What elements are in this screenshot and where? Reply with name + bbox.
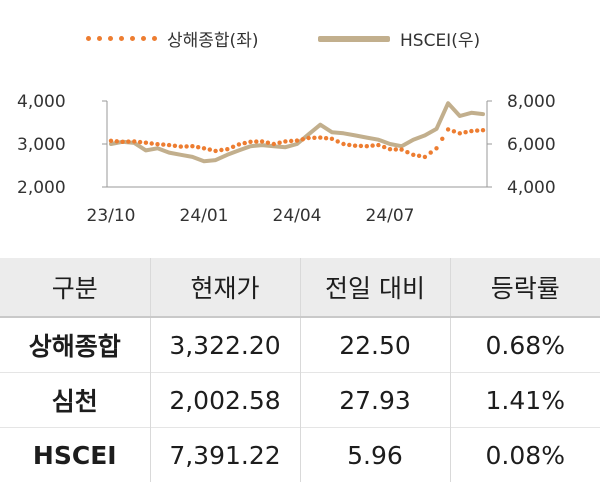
series-point-shanghai <box>394 147 398 151</box>
header-change: 전일 대비 <box>300 258 450 317</box>
series-point-shanghai <box>429 150 433 154</box>
series-point-shanghai <box>277 141 281 145</box>
series-point-shanghai <box>109 139 113 143</box>
series-point-shanghai <box>399 147 403 151</box>
series-point-shanghai <box>289 139 293 143</box>
y-right-tick-label: 4,000 <box>507 178 556 198</box>
series-point-shanghai <box>417 154 421 158</box>
cell-change-rate: 0.08% <box>450 428 600 482</box>
series-point-shanghai <box>219 148 223 152</box>
series-point-shanghai <box>266 141 270 145</box>
series-point-shanghai <box>208 147 212 151</box>
x-tick-label: 24/04 <box>273 206 322 226</box>
series-point-shanghai <box>150 141 154 145</box>
series-point-shanghai <box>120 140 124 144</box>
series-point-shanghai <box>353 144 357 148</box>
series-point-shanghai <box>481 128 485 132</box>
x-tick-label: 24/01 <box>180 206 229 226</box>
series-point-shanghai <box>132 139 136 143</box>
series-point-shanghai <box>295 138 299 142</box>
series-point-shanghai <box>237 142 241 146</box>
series-point-shanghai <box>161 142 165 146</box>
index-table: 구분 현재가 전일 대비 등락률 상해종합 3,322.20 22.50 0.6… <box>0 258 600 482</box>
table-row: 심천 2,002.58 27.93 1.41% <box>0 373 600 428</box>
series-point-shanghai <box>283 139 287 143</box>
x-tick-label: 23/10 <box>87 206 136 226</box>
cell-change: 27.93 <box>300 373 450 428</box>
series-point-shanghai <box>213 149 217 153</box>
series-point-shanghai <box>388 147 392 151</box>
series-point-shanghai <box>144 141 148 145</box>
series-point-shanghai <box>341 142 345 146</box>
line-chart: 2,000 3,000 4,000 4,000 6,000 8,000 23/10 24/01… <box>0 0 600 258</box>
series-point-shanghai <box>411 153 415 157</box>
series-point-shanghai <box>196 145 200 149</box>
series-point-shanghai <box>184 144 188 148</box>
header-current-price: 현재가 <box>150 258 300 317</box>
cell-change: 22.50 <box>300 317 450 373</box>
y-right-tick-label: 6,000 <box>507 135 556 155</box>
cell-change: 5.96 <box>300 428 450 482</box>
series-point-shanghai <box>440 137 444 141</box>
header-category: 구분 <box>0 258 150 317</box>
series-point-shanghai <box>376 143 380 147</box>
series-point-shanghai <box>359 144 363 148</box>
series-point-shanghai <box>312 136 316 140</box>
series-point-shanghai <box>260 139 264 143</box>
row-label: 상해종합 <box>0 317 150 373</box>
series-point-shanghai <box>434 146 438 150</box>
y-left-tick-label: 4,000 <box>17 92 66 112</box>
header-change-rate: 등락률 <box>450 258 600 317</box>
series-point-shanghai <box>126 139 130 143</box>
series-point-shanghai <box>458 131 462 135</box>
cell-current-price: 2,002.58 <box>150 373 300 428</box>
cell-change-rate: 0.68% <box>450 317 600 373</box>
y-left-tick-label: 3,000 <box>17 135 66 155</box>
row-label: 심천 <box>0 373 150 428</box>
series-point-shanghai <box>138 140 142 144</box>
series-point-shanghai <box>190 144 194 148</box>
x-tick-label: 24/07 <box>366 206 415 226</box>
table-row: HSCEI 7,391.22 5.96 0.08% <box>0 428 600 482</box>
series-point-shanghai <box>452 129 456 133</box>
series-point-shanghai <box>202 146 206 150</box>
series-point-shanghai <box>365 144 369 148</box>
y-left-tick-label: 2,000 <box>17 178 66 198</box>
series-point-shanghai <box>324 136 328 140</box>
series-point-shanghai <box>370 143 374 147</box>
series-point-shanghai <box>248 140 252 144</box>
series-point-shanghai <box>463 130 467 134</box>
series-point-shanghai <box>115 139 119 143</box>
series-point-shanghai <box>272 142 276 146</box>
cell-current-price: 7,391.22 <box>150 428 300 482</box>
series-point-shanghai <box>167 143 171 147</box>
series-point-shanghai <box>475 128 479 132</box>
series-point-shanghai <box>225 147 229 151</box>
row-label: HSCEI <box>0 428 150 482</box>
series-point-shanghai <box>469 129 473 133</box>
series-point-shanghai <box>405 150 409 154</box>
series-point-shanghai <box>173 144 177 148</box>
series-point-shanghai <box>330 137 334 141</box>
series-point-shanghai <box>231 145 235 149</box>
table-row: 상해종합 3,322.20 22.50 0.68% <box>0 317 600 373</box>
table-header-row: 구분 현재가 전일 대비 등락률 <box>0 258 600 317</box>
series-line-hscei <box>111 103 483 161</box>
series-point-shanghai <box>382 145 386 149</box>
y-right-tick-label: 8,000 <box>507 92 556 112</box>
series-point-shanghai <box>254 139 258 143</box>
series-point-shanghai <box>155 142 159 146</box>
series-point-shanghai <box>336 139 340 143</box>
series-point-shanghai <box>347 143 351 147</box>
series-point-shanghai <box>446 127 450 131</box>
series-point-shanghai <box>423 155 427 159</box>
series-point-shanghai <box>179 144 183 148</box>
cell-change-rate: 1.41% <box>450 373 600 428</box>
series-point-shanghai <box>318 135 322 139</box>
series-point-shanghai <box>301 137 305 141</box>
cell-current-price: 3,322.20 <box>150 317 300 373</box>
series-point-shanghai <box>243 141 247 145</box>
series-point-shanghai <box>306 136 310 140</box>
